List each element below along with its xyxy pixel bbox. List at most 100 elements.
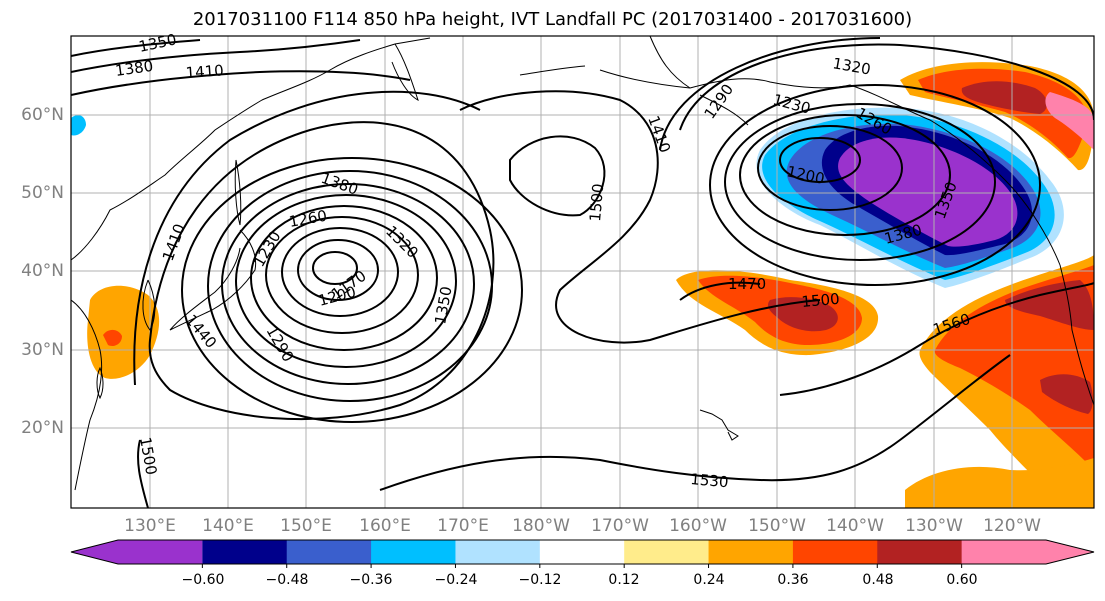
hawaii-islands bbox=[699, 409, 739, 441]
contour-label: 1410 bbox=[159, 221, 189, 263]
contour-label-group: 1350 1380 1410 1380 1260 1320 1410 1230 … bbox=[114, 30, 973, 491]
contour-low-1200 bbox=[297, 239, 379, 301]
contour-low-1170 bbox=[312, 251, 358, 285]
colorbar-segment bbox=[202, 540, 288, 564]
contour-1470-plume bbox=[679, 281, 761, 301]
kamchatka-coast bbox=[391, 43, 419, 101]
contour-label: 1320 bbox=[382, 222, 422, 262]
positive-anomaly-coast-048b bbox=[1040, 374, 1093, 414]
positive-anomaly-baja-024 bbox=[905, 458, 1094, 508]
sakhalin-coast bbox=[234, 159, 242, 226]
contour-label: 1260 bbox=[288, 207, 329, 231]
contour-label: 1410 bbox=[185, 61, 224, 82]
contour-label: 1410 bbox=[644, 113, 674, 155]
colorbar-segment bbox=[71, 540, 203, 564]
colorbar-tick-label: −0.60 bbox=[181, 572, 225, 588]
lon-label: 160°E bbox=[359, 516, 411, 536]
contour-label: 1290 bbox=[263, 323, 298, 365]
lat-label: 40°N bbox=[21, 261, 64, 281]
lon-label: 130°W bbox=[905, 516, 963, 536]
contour-1440 bbox=[148, 121, 495, 421]
lat-label: 60°N bbox=[21, 105, 64, 125]
japan-coast bbox=[169, 229, 257, 331]
contour-low-1350 bbox=[221, 183, 475, 385]
contour-ak-low-1320 bbox=[709, 84, 1041, 286]
map-frame bbox=[70, 35, 1095, 509]
contour-low-1260 bbox=[265, 216, 419, 334]
contour-1380-top bbox=[71, 39, 361, 73]
contour-1350-top bbox=[71, 39, 201, 57]
colorbar-segment bbox=[286, 540, 372, 564]
colorbar-tick-label: −0.36 bbox=[349, 572, 393, 588]
colorbar-segment bbox=[371, 540, 456, 564]
taiwan-coast bbox=[96, 366, 104, 400]
contour-low-1290 bbox=[250, 205, 438, 351]
colorbar-tick-label: 0.60 bbox=[946, 572, 978, 588]
positive-anomaly-gulf-036 bbox=[918, 68, 1088, 159]
positive-anomaly-japan-036 bbox=[103, 329, 122, 346]
contour-label: 1440 bbox=[182, 311, 220, 352]
aleutian-islands bbox=[519, 65, 749, 126]
colorbar-tick-label: −0.24 bbox=[434, 572, 478, 588]
china-coast bbox=[71, 299, 103, 491]
lon-label: 150°W bbox=[748, 516, 806, 536]
contour-label: 1500 bbox=[586, 183, 607, 223]
contour-ak-low-1290 bbox=[724, 103, 996, 261]
lon-label: 130°E bbox=[124, 516, 176, 536]
positive-anomaly-plume-048 bbox=[767, 297, 838, 332]
colorbar-tick-label: −0.48 bbox=[265, 572, 309, 588]
positive-anomaly-coast-048 bbox=[1005, 280, 1094, 330]
map-title: 2017031100 F114 850 hPa height, IVT Land… bbox=[192, 9, 913, 30]
positive-anomaly-gulf-048 bbox=[961, 81, 1047, 114]
negative-anomaly-060 bbox=[838, 137, 1018, 247]
contour-low-1320 bbox=[235, 194, 457, 368]
positive-anomaly-japan-024 bbox=[87, 285, 160, 379]
height-contours bbox=[71, 37, 1094, 508]
contour-label: 1290 bbox=[701, 81, 738, 123]
contour-label: 1320 bbox=[831, 54, 872, 78]
colorbar-tick-label: −0.12 bbox=[518, 572, 562, 588]
contour-label: 1350 bbox=[137, 30, 178, 56]
positive-anomaly-kamchatka-small bbox=[71, 115, 86, 136]
contour-label: 1380 bbox=[114, 57, 154, 80]
asia-coast bbox=[71, 37, 431, 261]
contour-ak-1350 bbox=[679, 43, 1094, 131]
contour-ak-low-1200 bbox=[779, 137, 861, 183]
coastlines bbox=[71, 36, 1094, 491]
contour-label: 1200 bbox=[316, 283, 358, 310]
colorbar-tick-label: 0.12 bbox=[608, 572, 640, 588]
lon-label: 170°E bbox=[437, 516, 489, 536]
colorbar-segment bbox=[455, 540, 541, 564]
colorbar-segment bbox=[539, 540, 625, 564]
contour-1470 bbox=[133, 90, 481, 386]
lon-label: 140°E bbox=[202, 516, 254, 536]
contour-1560 bbox=[779, 282, 1094, 396]
contour-label: 1230 bbox=[250, 228, 285, 270]
lon-label: 120°W bbox=[983, 516, 1041, 536]
contour-low-1230 bbox=[281, 227, 399, 317]
lon-label: 150°E bbox=[280, 516, 332, 536]
colorbar-segment bbox=[624, 540, 710, 564]
lon-label: 170°W bbox=[591, 516, 649, 536]
lat-label: 50°N bbox=[21, 183, 64, 203]
colorbar-segment bbox=[792, 540, 878, 564]
colorbar-segment bbox=[961, 540, 1094, 564]
contour-1500-a bbox=[137, 439, 149, 508]
graticule bbox=[71, 36, 1094, 508]
contour-label: 1530 bbox=[690, 470, 730, 491]
contour-ak-low-1230 bbox=[757, 125, 903, 211]
contour-label: 1500 bbox=[801, 290, 841, 311]
contour-ak-low-1260 bbox=[739, 114, 951, 236]
contour-1500-b bbox=[509, 135, 606, 217]
na-west-coast bbox=[1059, 264, 1094, 406]
colorbar-segment bbox=[708, 540, 794, 564]
lat-label: 20°N bbox=[21, 418, 64, 438]
contour-1410-top bbox=[71, 70, 411, 96]
colorbar-outline bbox=[70, 539, 1095, 565]
colorbar-tick-label: 0.36 bbox=[777, 572, 809, 588]
korea-coast bbox=[142, 279, 156, 331]
lon-label: 140°W bbox=[826, 516, 884, 536]
contour-1530 bbox=[379, 354, 1011, 491]
colorbar bbox=[70, 539, 1095, 568]
ivt-shading bbox=[71, 62, 1094, 508]
